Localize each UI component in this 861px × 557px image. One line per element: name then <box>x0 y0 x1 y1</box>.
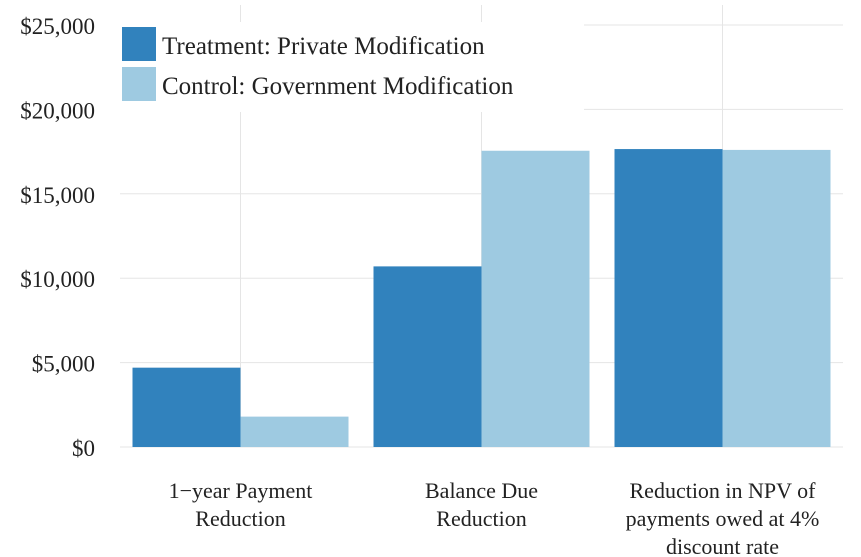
y-axis: $0 $5,000 $10,000 $15,000 $20,000 $25,000 <box>20 14 95 461</box>
x-tick-label-line: discount rate <box>666 534 779 557</box>
x-axis: 1−year Payment Reduction Balance Due Reduct… <box>169 478 820 557</box>
legend-swatch-control <box>122 67 156 101</box>
legend-background <box>116 22 584 112</box>
x-tick-label: Balance Due Reduction <box>425 478 538 531</box>
y-tick-label: $0 <box>72 436 95 461</box>
y-tick-label: $25,000 <box>20 14 95 39</box>
bars <box>132 149 831 448</box>
x-tick-label: Reduction in NPV of payments owed at 4% di… <box>626 478 820 557</box>
x-tick-label-line: payments owed at 4% <box>626 506 820 531</box>
y-tick-label: $10,000 <box>20 267 95 292</box>
bar-treatment-2 <box>614 149 723 447</box>
y-tick-label: $5,000 <box>32 352 95 377</box>
x-tick-label-line: Reduction in NPV of <box>630 478 817 503</box>
legend-swatch-treatment <box>122 27 156 61</box>
x-tick-label-line: 1−year Payment <box>169 478 313 503</box>
x-tick-label-line: Balance Due <box>425 478 538 503</box>
bar-control-2 <box>722 149 831 448</box>
bar-control-0 <box>240 416 349 447</box>
x-tick-label: 1−year Payment Reduction <box>169 478 313 531</box>
legend-label-control: Control: Government Modification <box>162 73 514 100</box>
legend-label-treatment: Treatment: Private Modification <box>162 33 485 60</box>
legend: Treatment: Private Modification Control: … <box>116 22 584 112</box>
bar-control-1 <box>481 150 590 448</box>
x-tick-label-line: Reduction <box>195 506 285 531</box>
bar-treatment-1 <box>373 266 482 447</box>
y-tick-label: $20,000 <box>20 98 95 123</box>
y-tick-label: $15,000 <box>20 183 95 208</box>
bar-treatment-0 <box>132 367 241 447</box>
x-tick-label-line: Reduction <box>436 506 526 531</box>
